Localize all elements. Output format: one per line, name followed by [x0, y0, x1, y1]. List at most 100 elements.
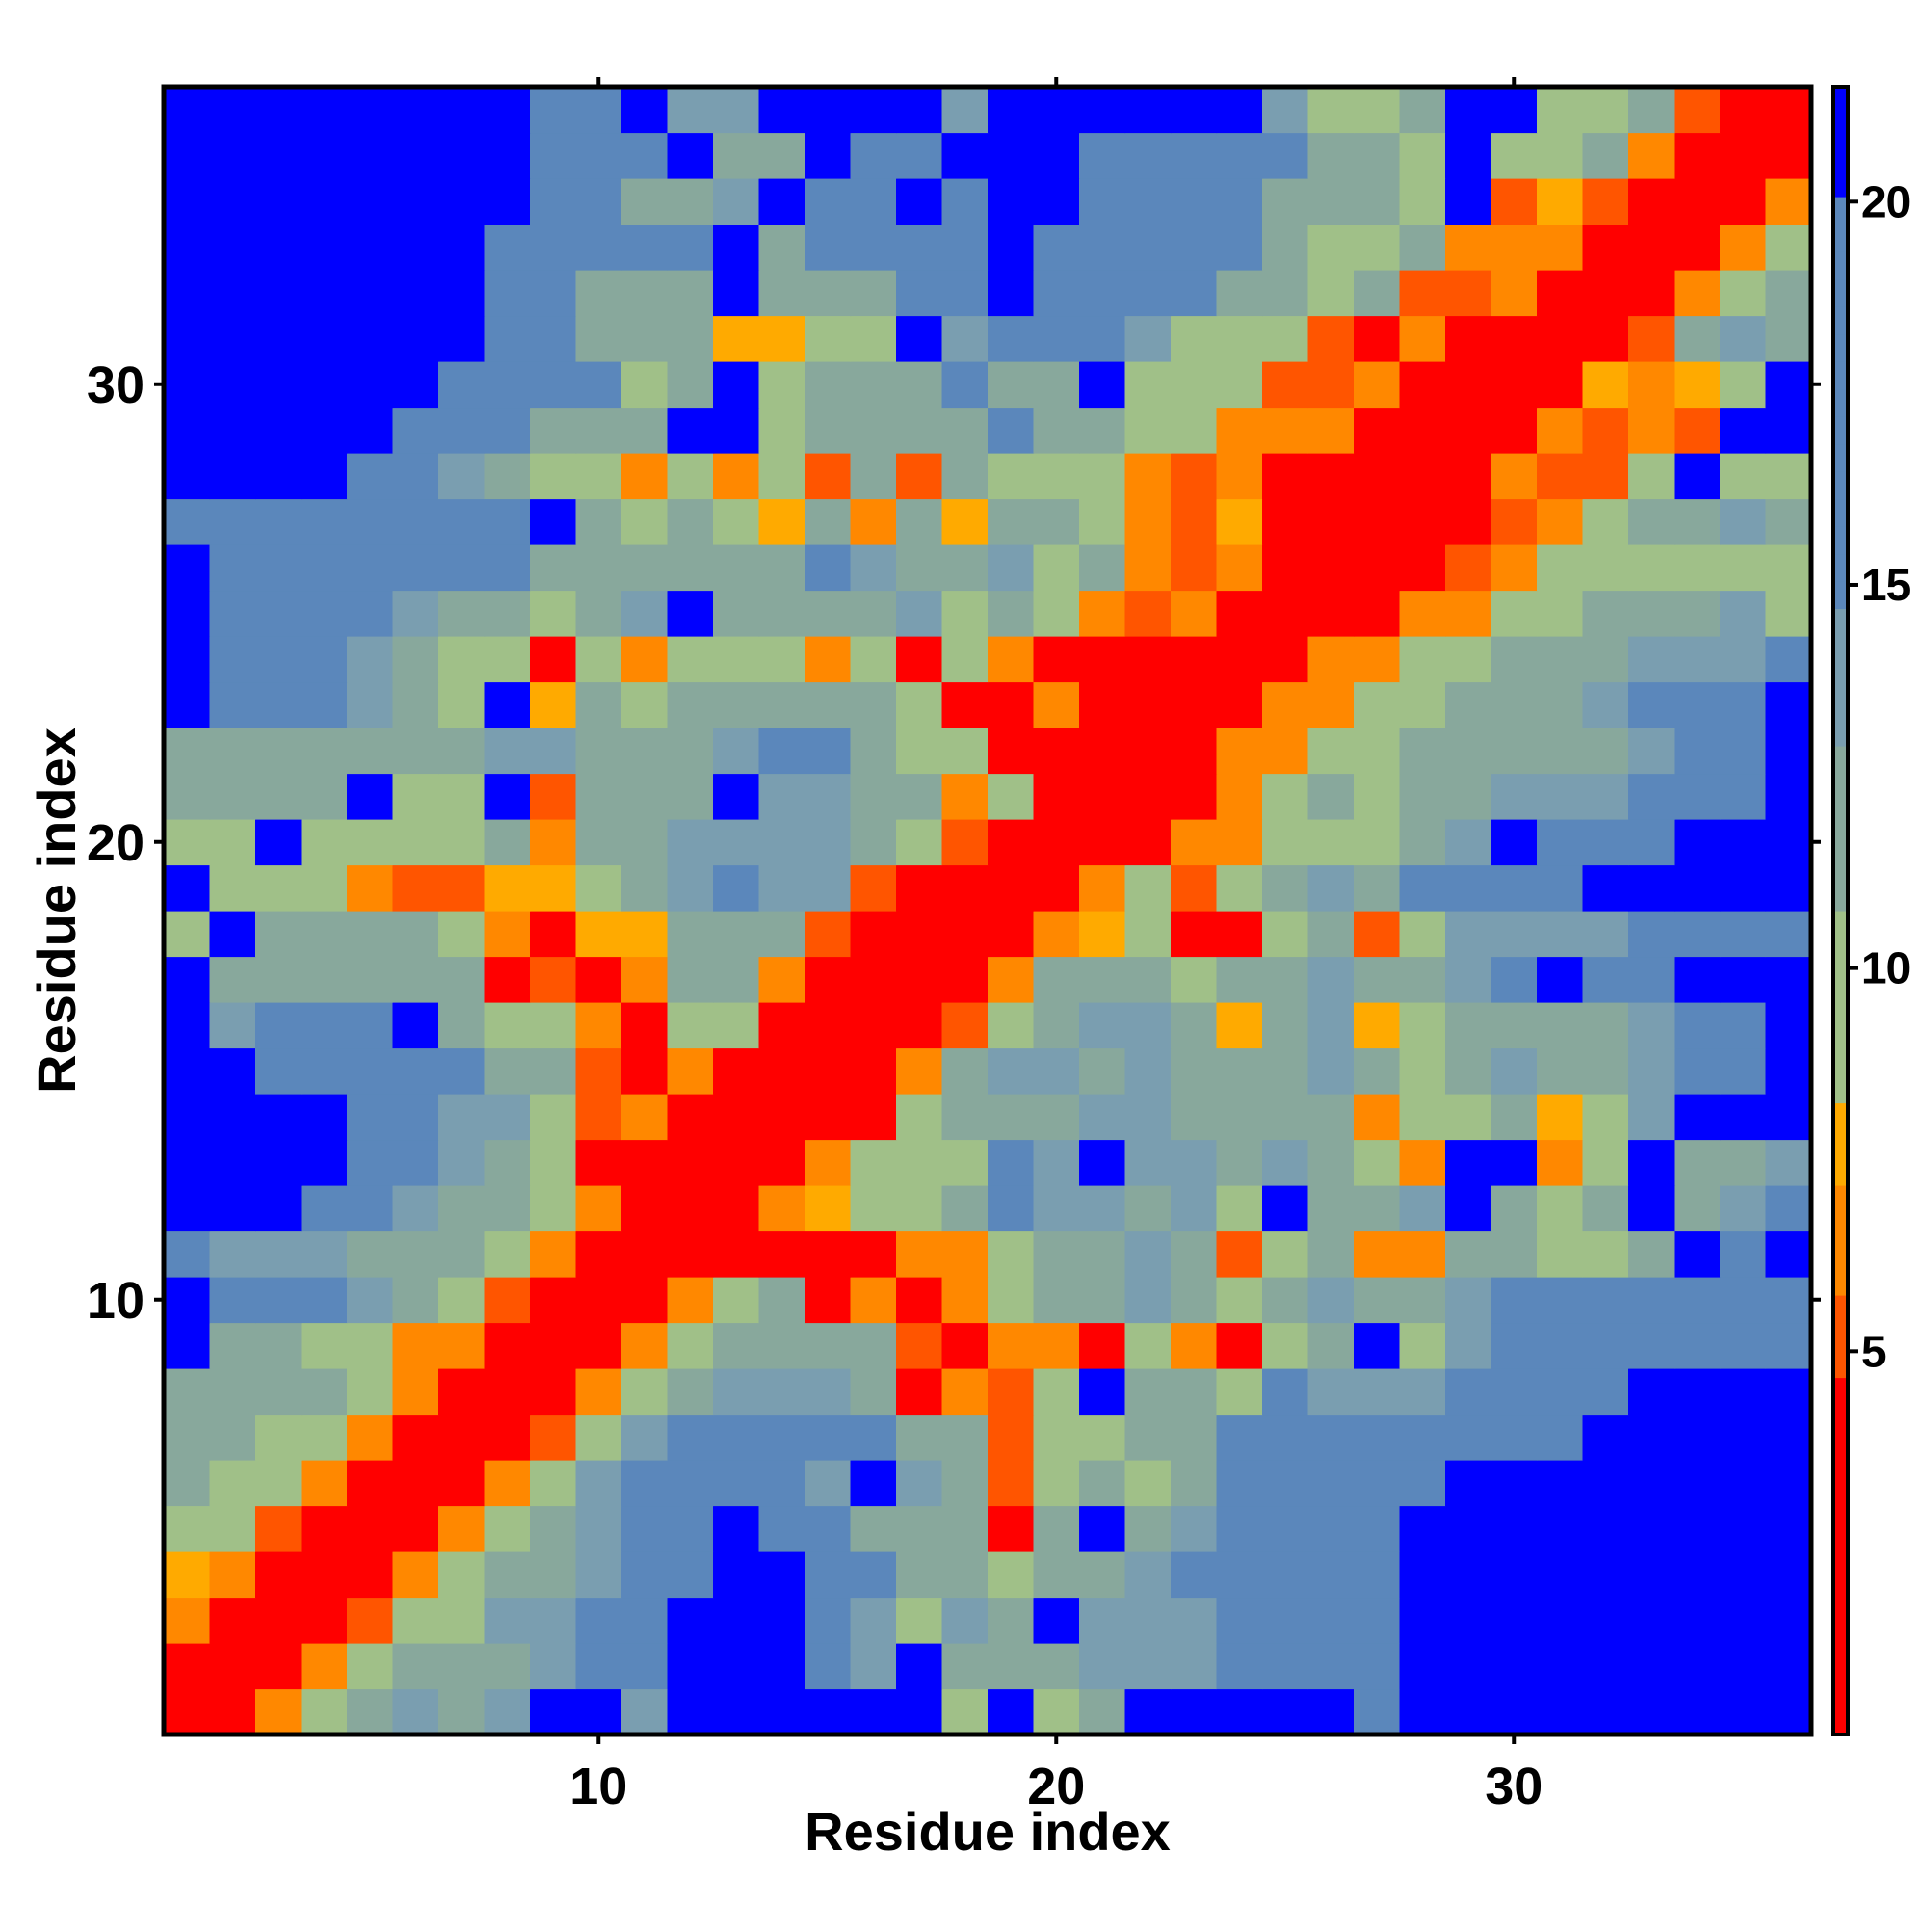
- heatmap-cell: [941, 1139, 989, 1186]
- colorbar-segment: [1833, 773, 1848, 802]
- heatmap-cell: [1720, 1551, 1767, 1599]
- heatmap-cell: [667, 590, 714, 637]
- heatmap-cell: [1354, 498, 1401, 545]
- heatmap-cell: [896, 1460, 943, 1507]
- heatmap-cell: [1582, 544, 1629, 592]
- heatmap-cell: [1674, 728, 1721, 775]
- heatmap-cell: [1491, 864, 1538, 912]
- heatmap-cell: [621, 1094, 669, 1141]
- heatmap-cell: [1399, 87, 1446, 134]
- heatmap-cell: [209, 773, 256, 820]
- heatmap-cell: [1765, 87, 1812, 134]
- y-tick-label: 30: [87, 357, 145, 414]
- heatmap-cell: [484, 1643, 531, 1690]
- colorbar-segment: [1833, 718, 1848, 747]
- heatmap-cell: [1079, 178, 1126, 225]
- heatmap-cell: [1171, 498, 1218, 545]
- heatmap-cell: [1628, 1643, 1676, 1690]
- heatmap-cell: [1262, 1597, 1309, 1644]
- heatmap-cell: [301, 1460, 348, 1507]
- heatmap-cell: [164, 1231, 211, 1278]
- heatmap-cell: [1720, 498, 1767, 545]
- heatmap-cell: [1033, 544, 1080, 592]
- heatmap-cell: [255, 819, 303, 866]
- heatmap-cell: [1537, 1688, 1584, 1735]
- heatmap-cell: [392, 1139, 439, 1186]
- heatmap-cell: [347, 178, 394, 225]
- heatmap-cell: [438, 1643, 486, 1690]
- heatmap-cell: [1033, 1185, 1080, 1232]
- heatmap-cell: [1537, 407, 1584, 454]
- heatmap-cell: [347, 315, 394, 362]
- heatmap-cell: [164, 1551, 211, 1599]
- heatmap-cell: [988, 87, 1035, 134]
- heatmap-cell: [392, 911, 439, 958]
- heatmap-cell: [1307, 498, 1355, 545]
- heatmap-cell: [301, 911, 348, 958]
- heatmap-cell: [621, 1551, 669, 1599]
- heatmap-cell: [1124, 773, 1172, 820]
- heatmap-cell: [347, 956, 394, 1003]
- colorbar-segment: [1833, 663, 1848, 692]
- heatmap-cell: [575, 178, 622, 225]
- heatmap-cell: [1262, 224, 1309, 271]
- heatmap-cell: [164, 911, 211, 958]
- heatmap-cell: [805, 1368, 852, 1416]
- heatmap-cell: [438, 87, 486, 134]
- heatmap-cell: [255, 1505, 303, 1552]
- heatmap-cell: [1765, 544, 1812, 592]
- heatmap-cell: [1354, 87, 1401, 134]
- heatmap-cell: [941, 1185, 989, 1232]
- heatmap-cell: [1399, 773, 1446, 820]
- heatmap-cell: [621, 270, 669, 317]
- heatmap-cell: [1582, 498, 1629, 545]
- heatmap-cell: [621, 1185, 669, 1232]
- heatmap-cell: [255, 728, 303, 775]
- heatmap-cell: [1033, 1460, 1080, 1507]
- heatmap-cell: [713, 407, 760, 454]
- heatmap-cell: [988, 956, 1035, 1003]
- heatmap-cell: [667, 270, 714, 317]
- heatmap-cell: [301, 1322, 348, 1369]
- heatmap-cell: [575, 1002, 622, 1049]
- heatmap-cell: [1171, 728, 1218, 775]
- heatmap-cell: [1674, 407, 1721, 454]
- heatmap-cell: [530, 1002, 577, 1049]
- heatmap-cell: [575, 407, 622, 454]
- heatmap-cell: [1765, 1094, 1812, 1141]
- heatmap-cell: [392, 1505, 439, 1552]
- heatmap-cell: [941, 864, 989, 912]
- heatmap-cell: [758, 178, 805, 225]
- heatmap-cell: [1537, 87, 1584, 134]
- heatmap-cell: [392, 453, 439, 500]
- heatmap-cell: [850, 1322, 897, 1369]
- heatmap-cell: [438, 681, 486, 728]
- heatmap-cell: [988, 1002, 1035, 1049]
- heatmap-cell: [941, 1002, 989, 1049]
- heatmap-cell: [1720, 361, 1767, 409]
- heatmap-cell: [896, 132, 943, 179]
- heatmap-cell: [758, 1368, 805, 1416]
- heatmap-cell: [1720, 819, 1767, 866]
- heatmap-cell: [438, 1597, 486, 1644]
- heatmap-cell: [621, 544, 669, 592]
- heatmap-cell: [667, 453, 714, 500]
- heatmap-cell: [1079, 1139, 1126, 1186]
- heatmap-cell: [850, 956, 897, 1003]
- heatmap-cell: [1354, 224, 1401, 271]
- heatmap-cell: [988, 1277, 1035, 1324]
- heatmap-cell: [1262, 590, 1309, 637]
- heatmap-cell: [484, 819, 531, 866]
- heatmap-cell: [209, 1460, 256, 1507]
- heatmap-cell: [1628, 1185, 1676, 1232]
- heatmap-cell: [1399, 1643, 1446, 1690]
- heatmap-cell: [1491, 1002, 1538, 1049]
- heatmap-cell: [1033, 590, 1080, 637]
- heatmap-cell: [805, 407, 852, 454]
- heatmap-cell: [850, 1505, 897, 1552]
- heatmap-cell: [713, 911, 760, 958]
- heatmap-cell: [1399, 1505, 1446, 1552]
- colorbar-segment: [1833, 142, 1848, 171]
- heatmap-cell: [896, 178, 943, 225]
- heatmap-cell: [896, 590, 943, 637]
